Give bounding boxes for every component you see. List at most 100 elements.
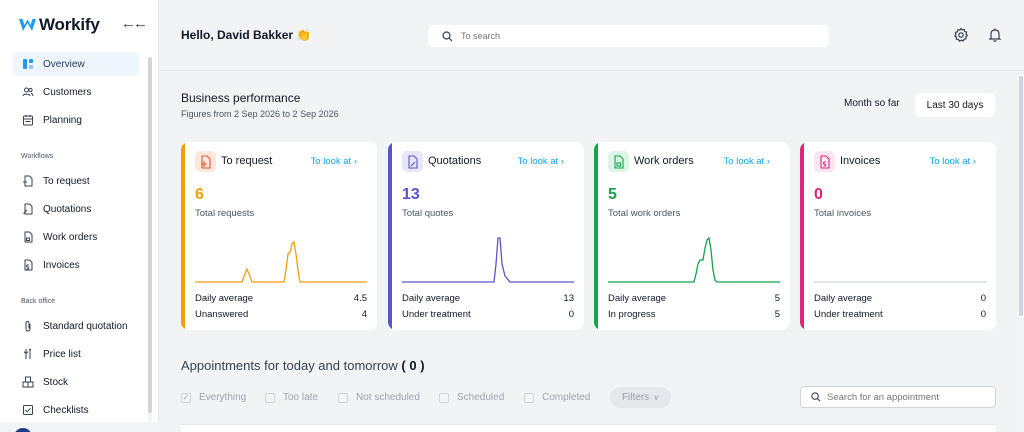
card-total-value: 6	[195, 186, 204, 203]
card-title: Work orders	[634, 155, 694, 167]
doc-lock-icon	[608, 151, 629, 172]
search-input[interactable]	[461, 31, 781, 41]
doc-lock-icon	[22, 231, 34, 243]
sidebar-item-standard-quotation[interactable]: Standard quotation	[13, 314, 139, 338]
global-search[interactable]	[428, 25, 829, 47]
card-caption: Total requests	[195, 208, 255, 219]
sidebar-item-overview[interactable]: Overview	[13, 52, 139, 76]
filter-label: Too late	[283, 392, 319, 403]
sidebar-item-quotations[interactable]: Quotations	[13, 197, 139, 221]
appointments-title-text: Appointments for today and tomorrow	[181, 358, 398, 373]
card-title: Quotations	[428, 155, 482, 167]
stat-label: Daily average	[608, 293, 667, 304]
stat-value: 0	[980, 293, 986, 304]
card-total-value: 0	[814, 186, 823, 203]
stat-label: Under treatment	[814, 309, 883, 320]
card-accent-bar	[181, 142, 185, 330]
sidebar-item-stock[interactable]: Stock	[13, 370, 139, 394]
card-accent-bar	[800, 142, 804, 330]
card-to-request: To request To look at › 6 Total requests…	[181, 142, 377, 330]
sidebar-item-work-orders[interactable]: Work orders	[13, 225, 139, 249]
sparkline-chart	[402, 237, 574, 283]
doc-pen-icon	[402, 151, 423, 172]
sparkline-chart	[814, 281, 986, 283]
calendar-icon	[22, 114, 34, 126]
workify-logo-icon	[19, 19, 36, 31]
paperclip-icon	[22, 320, 34, 332]
avatar[interactable]	[14, 428, 32, 432]
logo[interactable]: Workify ←←	[19, 14, 148, 36]
stat-row-daily-average: Daily average 5	[608, 293, 780, 304]
card-invoices: Invoices To look at › 0 Total invoices D…	[800, 142, 996, 330]
card-caption: Total quotes	[402, 208, 454, 219]
card-total-value: 5	[608, 186, 617, 203]
appointment-search[interactable]	[800, 386, 996, 408]
stat-label: Daily average	[195, 293, 254, 304]
filter-label: Completed	[542, 392, 591, 403]
filter-too-late[interactable]: Too late	[265, 392, 318, 403]
stat-row-under-treatment: Under treatment 0	[402, 309, 574, 320]
main-scrollbar[interactable]	[1019, 76, 1023, 316]
header-divider	[160, 70, 1024, 71]
period-last-30-days-button[interactable]: Last 30 days	[915, 93, 995, 117]
to-look-at-link[interactable]: To look at ›	[517, 156, 564, 167]
doc-plus-icon	[195, 151, 216, 172]
to-look-at-link[interactable]: To look at ›	[929, 156, 976, 167]
filter-label: Not scheduled	[356, 392, 420, 403]
period-month-so-far[interactable]: Month so far	[844, 98, 900, 109]
filters-button[interactable]: Filters ∨	[610, 387, 671, 408]
bell-icon[interactable]	[987, 27, 1003, 43]
sidebar-item-label: To request	[43, 175, 90, 187]
sidebar-item-planning[interactable]: Planning	[13, 108, 139, 132]
stat-row-unanswered: Unanswered 4	[195, 309, 367, 320]
appointment-search-input[interactable]	[827, 391, 987, 403]
card-quotations: Quotations To look at › 13 Total quotes …	[388, 142, 584, 330]
appointments-list-panel	[181, 424, 996, 432]
stat-row-in-progress: In progress 5	[608, 309, 780, 320]
sidebar-item-label: Planning	[43, 114, 82, 126]
stat-row-daily-average: Daily average 0	[814, 293, 986, 304]
to-look-at-link[interactable]: To look at ›	[723, 156, 770, 167]
stat-label: Under treatment	[402, 309, 471, 320]
filter-label: Everything	[199, 392, 247, 403]
app-name: Workify	[39, 15, 100, 34]
checkbox[interactable]	[338, 392, 348, 403]
to-look-at-link[interactable]: To look at ›	[310, 156, 357, 167]
card-accent-bar	[388, 142, 392, 330]
filter-not-scheduled[interactable]: Not scheduled	[338, 392, 420, 403]
filter-completed[interactable]: Completed	[524, 392, 590, 403]
stat-value: 5	[774, 309, 780, 320]
sidebar: Workify ←← Overview Customers Planning W…	[0, 0, 159, 432]
date-range-text: Figures from 2 Sep 2026 to 2 Sep 2026	[181, 109, 339, 119]
sidebar-item-label: Work orders	[43, 231, 98, 243]
sidebar-item-invoices[interactable]: Invoices	[13, 253, 139, 277]
filter-everything[interactable]: ✓ Everything	[181, 392, 246, 403]
sidebar-scrollbar[interactable]	[148, 57, 152, 413]
sidebar-item-price-list[interactable]: Price list	[13, 342, 139, 366]
stat-value: 0	[980, 309, 986, 320]
checkbox[interactable]	[524, 392, 534, 403]
gear-icon[interactable]	[953, 27, 969, 43]
stat-value: 5	[774, 293, 780, 304]
stat-value: 4	[361, 309, 367, 320]
doc-pen-icon	[22, 203, 34, 215]
card-caption: Total invoices	[814, 208, 872, 219]
stat-label: Unanswered	[195, 309, 249, 320]
checkbox-checked[interactable]: ✓	[181, 392, 191, 403]
appointments-title: Appointments for today and tomorrow ( 0 …	[181, 358, 425, 373]
doc-plus-icon	[22, 175, 34, 187]
sparkline-chart	[195, 240, 367, 283]
sidebar-item-customers[interactable]: Customers	[13, 80, 139, 104]
checkbox[interactable]	[439, 392, 449, 403]
sidebar-item-checklists[interactable]: Checklists	[13, 398, 139, 422]
stat-value: 4.5	[353, 293, 367, 304]
checkbox[interactable]	[265, 392, 275, 403]
sidebar-item-label: Checklists	[43, 404, 89, 416]
card-work-orders: Work orders To look at › 5 Total work or…	[594, 142, 790, 330]
collapse-sidebar-icon[interactable]: ←←	[121, 15, 148, 32]
card-title: To request	[221, 155, 273, 167]
sparkline-chart	[608, 236, 780, 283]
filter-scheduled[interactable]: Scheduled	[439, 392, 504, 403]
sidebar-item-to-request[interactable]: To request	[13, 169, 139, 193]
section-workflows: Workflows	[21, 153, 54, 160]
